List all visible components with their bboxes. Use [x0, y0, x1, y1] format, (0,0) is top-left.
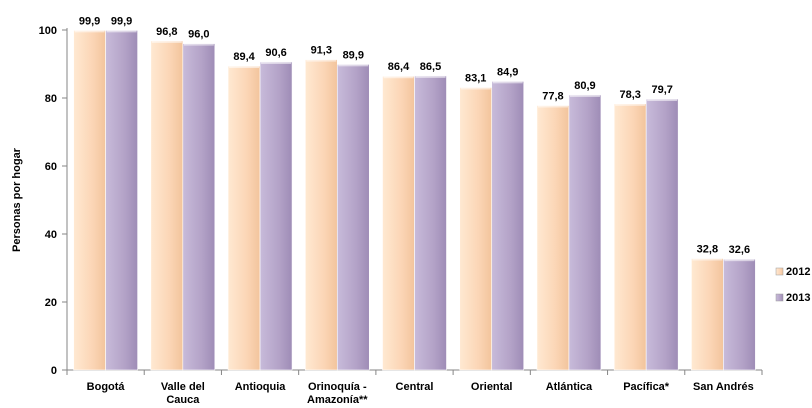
bar-2013 — [414, 75, 447, 371]
bar-2012 — [227, 65, 261, 371]
bar-2013 — [182, 43, 216, 371]
data-label-2012: 96,8 — [156, 26, 177, 38]
bar-highlight — [569, 94, 600, 97]
data-label-2013: 99,9 — [111, 15, 132, 27]
x-tick-label-line: San Andrés — [693, 381, 754, 393]
bar-highlight — [492, 81, 523, 84]
data-label-2013: 90,6 — [265, 47, 286, 59]
bar-2012 — [691, 258, 724, 371]
data-label-2013: 84,9 — [497, 66, 518, 78]
bar-2012 — [73, 30, 106, 371]
bar-highlight — [383, 76, 414, 79]
x-tick-label-line: Bogotá — [87, 381, 126, 393]
bar-highlight — [74, 30, 105, 33]
bar-highlight — [306, 59, 337, 62]
bar-2012 — [382, 75, 415, 371]
bar-2012 — [613, 103, 647, 371]
bar-highlight — [229, 66, 260, 69]
data-labels: 99,9 99,9 96,8 96,0 89,4 90,6 91,3 89,9 86,4 86,5… — [79, 15, 750, 256]
legend-swatch-2012 — [775, 267, 784, 276]
data-label-2012: 99,9 — [79, 15, 100, 27]
legend-label-2012: 2012 — [786, 266, 810, 278]
x-tick-label: Valle del Cauca — [161, 381, 205, 406]
x-tick-label: San Andrés — [693, 381, 754, 393]
x-tick-label-line: Cauca — [166, 394, 200, 406]
data-label-2012: 83,1 — [465, 72, 486, 84]
data-label-2012: 89,4 — [233, 51, 255, 63]
legend: 2012 2013 — [775, 266, 810, 304]
bar-highlight — [151, 40, 182, 43]
data-label-2013: 86,5 — [420, 61, 441, 73]
bar-2013 — [491, 81, 525, 371]
data-label-2013: 32,6 — [729, 244, 750, 256]
bar-2013 — [336, 64, 370, 371]
x-tick-label-line: Valle del — [161, 381, 205, 393]
bars — [73, 30, 756, 371]
bar-highlight — [647, 99, 678, 102]
y-tick-label: 100 — [39, 25, 57, 37]
x-tick-label: Oriental — [471, 381, 513, 393]
y-tick-label: 20 — [45, 297, 57, 309]
bar-2013 — [105, 30, 138, 371]
x-tick-label-line: Atlántica — [546, 381, 593, 393]
data-label-2012: 86,4 — [388, 61, 410, 73]
bar-2012 — [304, 59, 338, 371]
x-tick-label: Orinoquía -Amazonía** — [307, 381, 368, 406]
bar-highlight — [692, 258, 723, 261]
bar-2013 — [259, 61, 293, 371]
x-tick-label: Bogotá — [87, 381, 126, 393]
legend-swatch-2013 — [775, 293, 784, 302]
data-label-2012: 32,8 — [697, 243, 718, 255]
bar-2012 — [150, 40, 184, 371]
x-tick-label-line: Pacífica* — [623, 381, 670, 393]
data-label-2013: 96,0 — [188, 29, 209, 41]
bar-highlight — [415, 75, 446, 78]
x-tick-label-line: Amazonía** — [307, 394, 368, 406]
bar-2013 — [723, 258, 756, 371]
y-axis-title: Personas por hogar — [11, 147, 23, 252]
bar-highlight — [724, 259, 755, 262]
bar-2013 — [645, 98, 679, 371]
bar-highlight — [183, 43, 214, 46]
bar-highlight — [338, 64, 369, 67]
x-tick-label: Antioquia — [235, 381, 287, 393]
x-tick-label-line: Orinoquía - — [308, 381, 367, 393]
legend-label-2013: 2013 — [786, 292, 810, 304]
y-tick-label: 80 — [45, 93, 57, 105]
x-tick-label: Atlántica — [546, 381, 593, 393]
bar-highlight — [615, 103, 646, 106]
bar-highlight — [460, 87, 491, 90]
bar-highlight — [537, 105, 568, 108]
y-tick-label: 60 — [45, 161, 57, 173]
x-tick-label: Pacífica* — [623, 381, 670, 393]
y-tick-label: 40 — [45, 229, 57, 241]
x-tick-label-line: Oriental — [471, 381, 513, 393]
axes: 0 20 40 60 80 100 Personas por hogar Bogotá Vall… — [11, 25, 763, 406]
x-tick-label: Central — [396, 381, 434, 393]
y-tick-label: 0 — [51, 365, 57, 377]
bar-2013 — [568, 94, 602, 371]
bar-highlight — [261, 61, 292, 64]
bar-2012 — [536, 105, 570, 371]
data-label-2012: 78,3 — [619, 89, 640, 101]
data-label-2012: 77,8 — [542, 90, 563, 102]
data-label-2012: 91,3 — [311, 45, 332, 57]
data-label-2013: 79,7 — [651, 84, 672, 96]
data-label-2013: 80,9 — [574, 80, 595, 92]
bar-highlight — [106, 30, 137, 33]
bar-2012 — [459, 87, 493, 371]
x-tick-label-line: Antioquia — [235, 381, 287, 393]
data-label-2013: 89,9 — [343, 49, 364, 61]
x-tick-label-line: Central — [396, 381, 434, 393]
